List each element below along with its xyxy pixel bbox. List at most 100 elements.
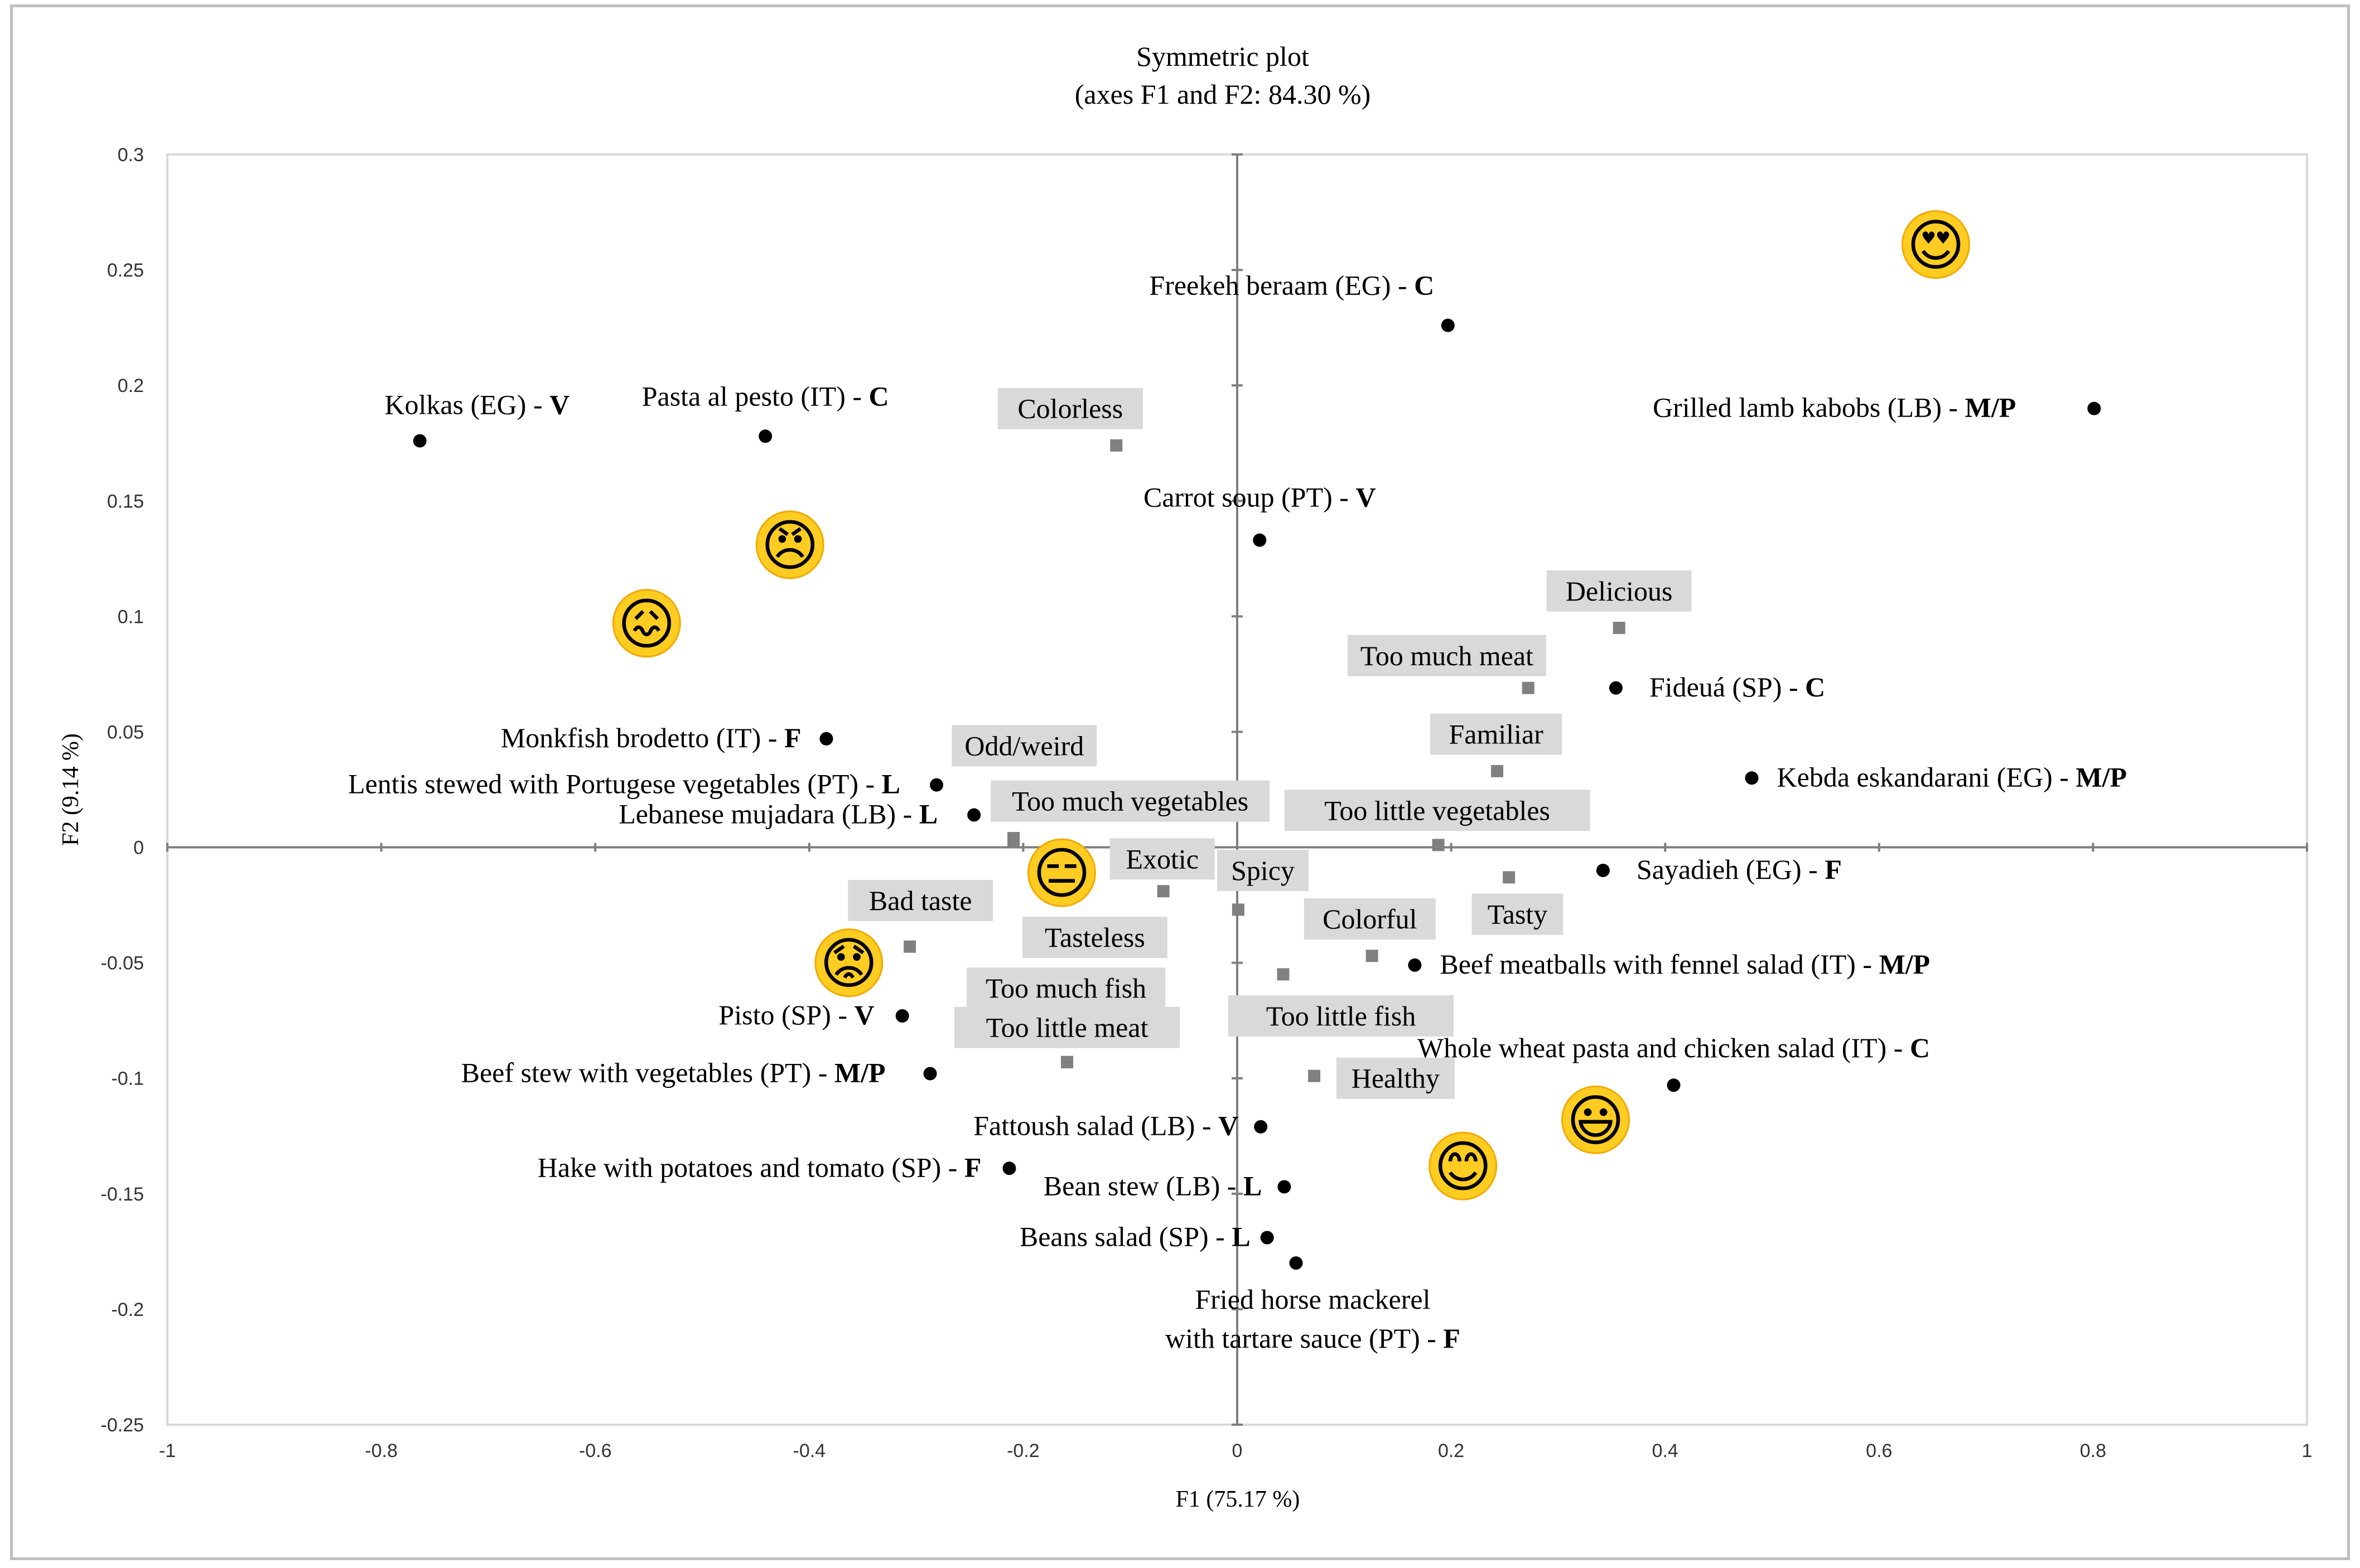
x-tick-label: 0.4 <box>1652 1440 1678 1461</box>
attribute-label-odd-weird: Odd/weird <box>964 730 1084 761</box>
x-tick-label: 0 <box>1232 1440 1243 1461</box>
attribute-label-colorful: Colorful <box>1323 903 1417 935</box>
point-beef-stew-with-vegetables-pt <box>923 1067 937 1081</box>
attribute-marker-exotic <box>1157 885 1170 898</box>
attribute-box-too-much-meat <box>1347 635 1546 676</box>
expressionless-face-icon: 😑 <box>1027 838 1096 907</box>
attribute-marker-colorful <box>1365 950 1378 962</box>
point-hake-with-potatoes-and-tomato-sp <box>1002 1162 1016 1175</box>
attribute-box-odd-weird <box>952 725 1097 767</box>
y-tick-label: -0.05 <box>101 953 144 974</box>
point-whole-wheat-pasta-and-chicken-salad-it <box>1667 1078 1681 1092</box>
x-tick-label: 0.8 <box>2080 1440 2106 1461</box>
heart-eyes-face-icon: 😍 <box>1901 210 1970 279</box>
point-labels: Freekeh beraam (EG) - C Grilled lamb kabo… <box>348 269 2127 1354</box>
y-tick-label: 0.1 <box>118 606 144 627</box>
y-tick-label: 0.2 <box>118 375 144 396</box>
x-tick-label: -0.4 <box>793 1440 826 1461</box>
point-label: Beef meatballs with fennel salad (IT) - … <box>1440 948 1930 980</box>
point-freekeh-beraam-eg <box>1441 318 1455 332</box>
point-fideu-sp <box>1609 681 1623 695</box>
y-tick-label: -0.15 <box>101 1184 144 1205</box>
attribute-label-healthy: Healthy <box>1352 1063 1440 1094</box>
y-tick-labels: 0.3 0.25 0.2 0.15 0.1 0.05 0 -0.05 -0.1 -0.15 -0.2… <box>101 144 144 1436</box>
attribute-box-too-much-vegetables <box>991 780 1270 822</box>
attribute-label-too-little-meat: Too little meat <box>986 1012 1148 1043</box>
x-tick-label: 0.2 <box>1438 1440 1464 1461</box>
y-tick-label: 0 <box>133 838 144 859</box>
point-label: Monkfish brodetto (IT) - F <box>501 722 802 753</box>
attribute-label-boxes: Colorless Delicious Too much meat Familiar O… <box>848 388 1692 1099</box>
point-carrot-soup-pt <box>1253 533 1267 547</box>
point-label: Carrot soup (PT) - V <box>1143 482 1376 513</box>
attribute-marker-delicious <box>1613 622 1625 635</box>
point-label: Whole wheat pasta and chicken salad (IT)… <box>1417 1032 1930 1063</box>
svg-text:😑: 😑 <box>1032 841 1090 906</box>
attribute-marker-spicy <box>1232 903 1244 916</box>
y-tick-label: -0.25 <box>101 1415 144 1436</box>
x-tick-labels: -1 -0.8 -0.6 -0.4 -0.2 0 0.2 0.4 0.6 0.8 1 <box>159 1440 2313 1461</box>
svg-text:😃: 😃 <box>1566 1088 1624 1153</box>
chart-title: Symmetric plot <box>1136 41 1309 72</box>
attribute-marker-too-little-fish <box>1277 968 1290 981</box>
x-tick-label: 0.6 <box>1866 1440 1892 1461</box>
attribute-label-familiar: Familiar <box>1449 719 1543 750</box>
point-label: Beef stew with vegetables (PT) - M/P <box>461 1057 886 1088</box>
x-tick-label: -0.2 <box>1007 1440 1040 1461</box>
attribute-marker-familiar <box>1491 764 1504 777</box>
attribute-box-bad-taste <box>848 879 993 921</box>
angry-face-icon: 😠 <box>755 510 824 579</box>
point-sayadieh-eg <box>1596 863 1610 877</box>
attribute-label-colorless: Colorless <box>1017 393 1123 424</box>
attribute-box-too-little-vegetables <box>1284 790 1590 831</box>
svg-text:😟: 😟 <box>820 931 878 996</box>
grinning-face-icon: 😃 <box>1561 1085 1630 1154</box>
point-label: Beans salad (SP) - L <box>1020 1221 1251 1252</box>
attribute-label-spicy: Spicy <box>1231 855 1295 886</box>
point-label: Fattoush salad (LB) - V <box>973 1110 1238 1141</box>
point-label: Hake with potatoes and tomato (SP) - F <box>538 1151 982 1183</box>
point-beans-salad-sp <box>1260 1231 1274 1245</box>
y-axis-label: F2 (9.14 %) <box>58 733 84 846</box>
attribute-marker-colorless <box>1110 439 1123 452</box>
emoji-icons: 😍 😠 😖 😑 😟 😃 😊 <box>612 210 1970 1201</box>
attribute-label-tasty: Tasty <box>1488 899 1548 930</box>
x-tick-label: -0.6 <box>579 1440 612 1461</box>
attribute-marker-healthy <box>1308 1069 1321 1082</box>
svg-text:😠: 😠 <box>761 513 819 578</box>
attribute-marker-too-much-vegetables <box>1007 831 1020 844</box>
attribute-marker-too-little-vegetables <box>1432 839 1445 851</box>
chart-subtitle: (axes F1 and F2: 84.30 %) <box>1075 79 1371 110</box>
attribute-label-too-much-vegetables: Too much vegetables <box>1012 786 1248 817</box>
point-label: Sayadieh (EG) - F <box>1637 854 1842 885</box>
point-label: Grilled lamb kabobs (LB) - M/P <box>1653 392 2016 423</box>
x-axis-label: F1 (75.17 %) <box>1176 1487 1300 1512</box>
attribute-box-tasteless <box>1022 917 1167 959</box>
point-grilled-lamb-kabobs-lb <box>2087 401 2101 415</box>
chart-frame <box>10 4 2350 1560</box>
point-lebanese-mujadara-lb <box>967 808 981 822</box>
confounded-face-icon: 😖 <box>612 589 681 658</box>
attribute-box-colorful <box>1304 898 1436 940</box>
point-label: Pisto (SP) - V <box>718 999 874 1030</box>
attribute-label-too-much-fish: Too much fish <box>986 972 1146 1004</box>
attribute-box-too-much-fish <box>967 967 1166 1009</box>
x-tick-label: 1 <box>2302 1440 2313 1461</box>
attribute-box-familiar <box>1430 713 1562 755</box>
point-label-line2: with tartare sauce (PT) - F <box>1165 1323 1460 1354</box>
point-markers <box>413 318 2101 1270</box>
y-tick-label: 0.15 <box>107 491 144 512</box>
attribute-label-exotic: Exotic <box>1126 843 1199 874</box>
y-tick-label: 0.05 <box>107 722 144 743</box>
point-kebda-eskandarani-eg <box>1745 771 1759 785</box>
point-label: Freekeh beraam (EG) - C <box>1149 269 1434 301</box>
point-kolkas-eg <box>413 434 427 448</box>
point-lentis-stewed-with-portugese-vegetables-pt <box>930 778 944 792</box>
point-beef-meatballs-with-fennel-salad-it <box>1408 958 1422 972</box>
point-pasta-al-pesto-it <box>759 429 773 443</box>
svg-text:😊: 😊 <box>1434 1134 1492 1199</box>
point-label: Kolkas (EG) - V <box>384 389 570 420</box>
attribute-marker-tasty <box>1503 871 1516 884</box>
attribute-label-too-little-vegetables: Too little vegetables <box>1324 795 1550 826</box>
